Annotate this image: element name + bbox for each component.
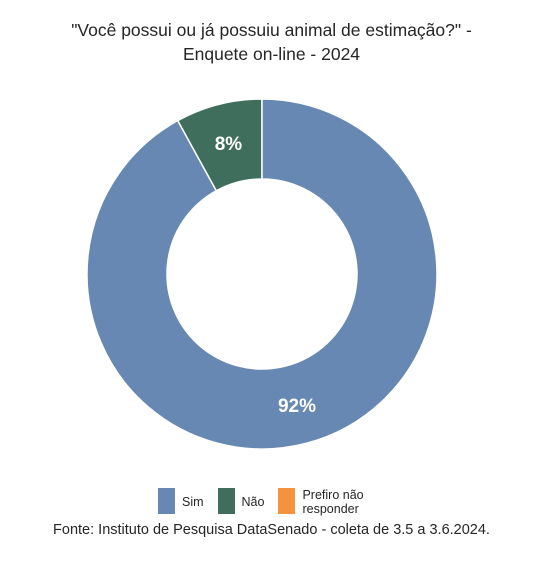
- legend-item-sim: Sim: [158, 488, 204, 514]
- chart-legend: Sim Não Prefiro não responder: [158, 488, 394, 516]
- donut-chart: 8% 92%: [86, 98, 438, 450]
- legend-swatch-nao: [217, 488, 235, 514]
- data-label-sim: 92%: [278, 396, 316, 417]
- chart-title: "Você possui ou já possuiu animal de est…: [20, 18, 523, 66]
- source-note: Fonte: Instituto de Pesquisa DataSenado …: [53, 522, 490, 538]
- legend-item-nao: Não: [217, 488, 265, 514]
- legend-swatch-sim: [158, 488, 175, 514]
- legend-label-sim: Sim: [182, 495, 204, 509]
- slice-sim: [86, 98, 438, 450]
- legend-label-prefiro-nao-responder: Prefiro não responder: [302, 488, 364, 516]
- legend-swatch-prefiro-nao-responder: [278, 488, 296, 514]
- chart-title-line-1: "Você possui ou já possuiu animal de est…: [71, 20, 472, 40]
- legend-item-prefiro-nao-responder: Prefiro não responder: [278, 488, 380, 516]
- chart-title-line-2: Enquete on-line - 2024: [182, 44, 361, 64]
- data-label-nao: 8%: [215, 134, 243, 155]
- legend-label-nao: Não: [241, 495, 265, 509]
